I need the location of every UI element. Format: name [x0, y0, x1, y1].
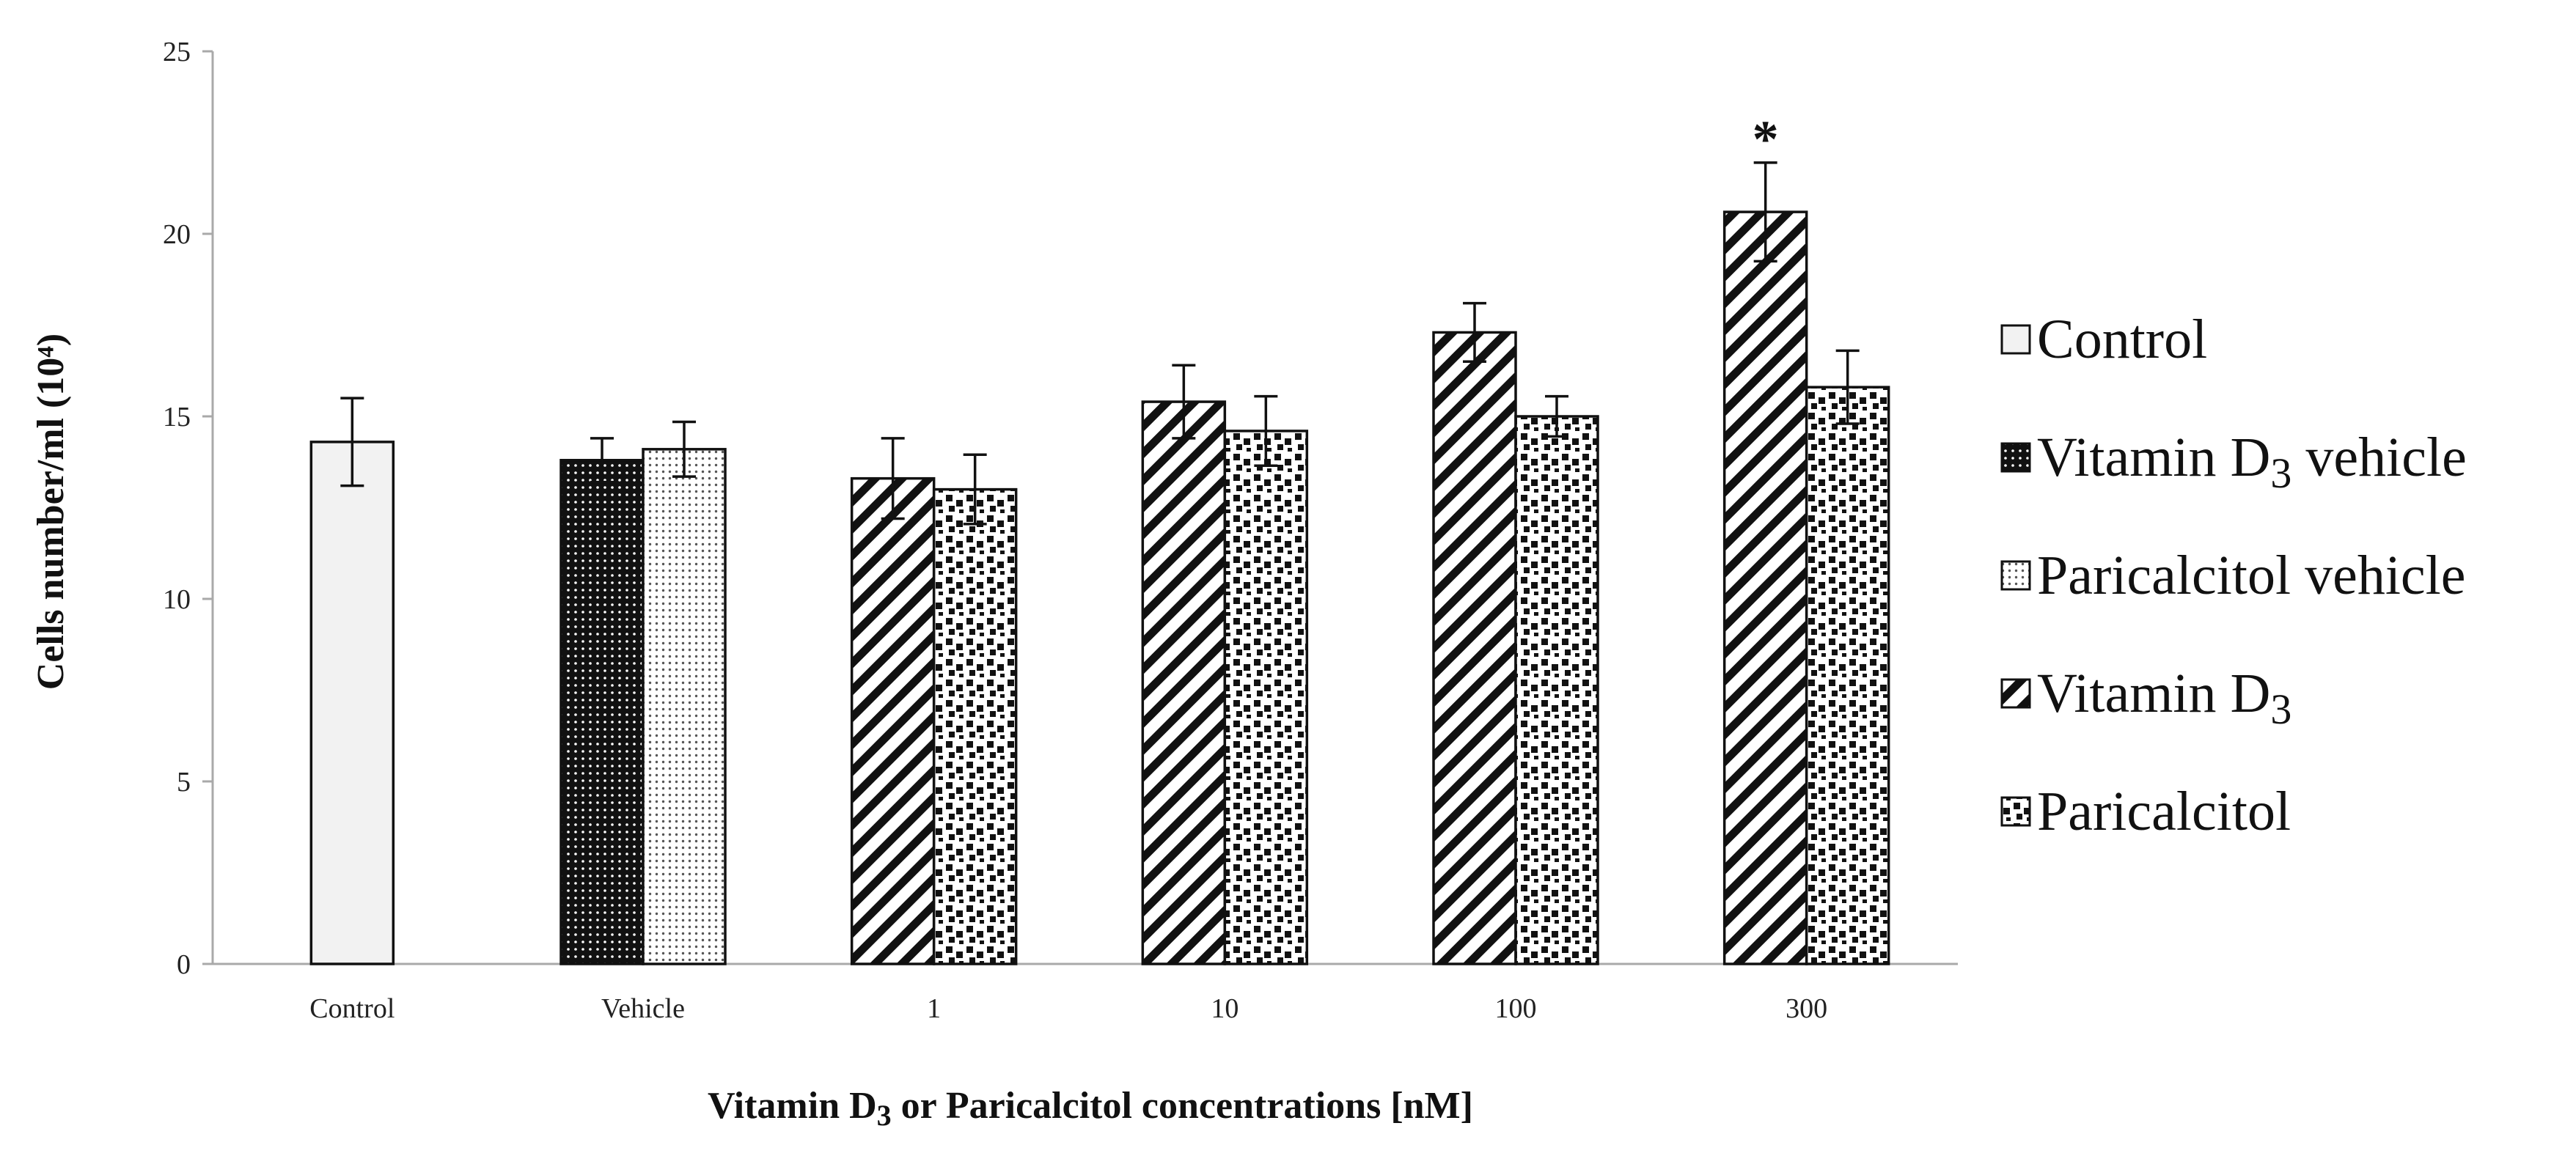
bar-vitamin-d3-1 [850, 476, 936, 965]
x-tick-label: Vehicle [601, 993, 685, 1024]
legend-label-text: Control [2037, 309, 2207, 370]
y-axis-ticks: 0 5 10 15 20 25 [163, 37, 213, 980]
x-tick-label: 300 [1786, 993, 1827, 1024]
error-bars [340, 161, 1860, 526]
y-tick-label: 20 [163, 219, 191, 250]
legend-label-text: Vitamin D [2037, 427, 2270, 488]
x-axis-title-suffix: or Paricalcitol concentrations [nM] [892, 1085, 1473, 1127]
x-axis-title-prefix: Vitamin D [708, 1085, 877, 1127]
legend-label: Vitamin D3 vehicle [2037, 427, 2467, 497]
bar-vitamin-d3-10 [1141, 400, 1227, 965]
bars [309, 210, 1890, 965]
x-tick-label: 1 [927, 993, 941, 1024]
y-tick-label: 0 [177, 949, 191, 980]
x-axis-title: Vitamin D3 or Paricalcitol concentration… [708, 1085, 1473, 1132]
bar-paricalcitol-10 [1223, 430, 1309, 965]
legend-swatch [2000, 560, 2031, 591]
legend-label-subscript: 3 [2270, 685, 2291, 733]
y-tick-label: 25 [163, 37, 191, 67]
x-tick-label: 10 [1211, 993, 1239, 1024]
annotations: * [1753, 110, 1779, 169]
legend-swatch [2000, 796, 2031, 827]
y-tick-label: 15 [163, 402, 191, 432]
bar-control-control [309, 441, 395, 965]
legend-label: Control [2037, 309, 2207, 370]
legend-label-text: Paricalcitol [2037, 781, 2291, 842]
legend-label-text: Vitamin D [2037, 663, 2270, 724]
axes [211, 51, 1958, 965]
y-tick-label: 10 [163, 584, 191, 615]
bar-paricalcitol-vehicle-vehicle [642, 448, 727, 965]
bar-vitamin-d3-100 [1432, 331, 1517, 965]
legend-swatch [2000, 678, 2031, 709]
bar-paricalcitol-1 [932, 487, 1018, 965]
legend-label: Paricalcitol vehicle [2037, 545, 2466, 606]
bar-paricalcitol-300 [1805, 386, 1890, 965]
bar-paricalcitol-100 [1514, 415, 1599, 965]
legend-swatch [2000, 324, 2031, 355]
legend-label-suffix: vehicle [2291, 427, 2466, 488]
bar-vitamin-d3-300 [1722, 210, 1808, 965]
significance-star: * [1753, 110, 1779, 169]
y-tick-label: 5 [177, 767, 191, 798]
x-axis-title-subscript: 3 [877, 1099, 892, 1132]
legend-swatch [2000, 442, 2031, 473]
legend-label-subscript: 3 [2270, 449, 2291, 497]
legend-label-text: Paricalcitol vehicle [2037, 545, 2466, 606]
x-tick-label: 100 [1495, 993, 1537, 1024]
x-tick-label: Control [309, 993, 395, 1024]
bar-vitamin-d3-vehicle-vehicle [559, 459, 645, 965]
legend-label: Paricalcitol [2037, 781, 2291, 842]
y-axis-title: Cells number/ml (10⁴) [30, 334, 72, 690]
x-axis-ticks: Control Vehicle 1 10 100 300 [309, 993, 1827, 1024]
legend-label: Vitamin D3 [2037, 663, 2291, 733]
